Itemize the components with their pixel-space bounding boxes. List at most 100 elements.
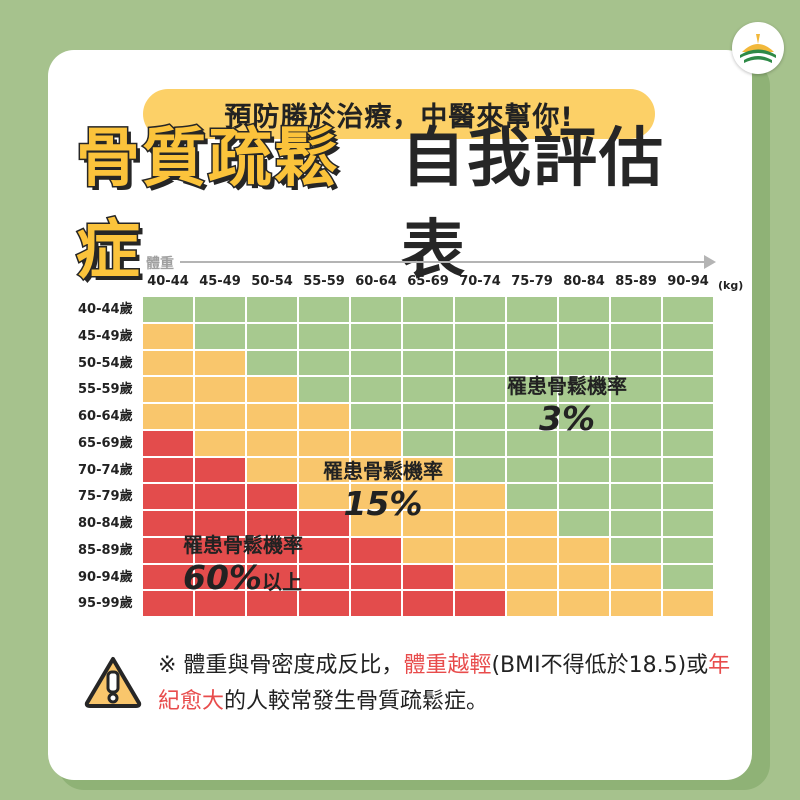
weight-column-label: 90-94 [667, 274, 709, 289]
age-row-label: 45-49歲 [78, 328, 133, 344]
risk-cell-low [298, 349, 350, 377]
risk-cell-mid [454, 483, 506, 510]
risk-cell-mid [194, 376, 246, 403]
age-row-label: 70-74歲 [78, 462, 133, 478]
footnote-part3: 的人較常發生骨質疏鬆症。 [224, 689, 489, 714]
risk-cell-mid [194, 349, 246, 377]
risk-cell-low [298, 376, 350, 403]
age-row-label: 65-69歲 [78, 435, 133, 451]
risk-cell-mid [662, 590, 714, 617]
risk-cell-low [506, 349, 558, 377]
risk-cell-low [350, 376, 402, 403]
risk-cell-low [610, 456, 662, 484]
risk-cell-mid [298, 456, 350, 484]
age-row-label: 90-94歲 [78, 569, 133, 585]
risk-cell-mid [350, 510, 402, 537]
risk-cell-low [246, 296, 298, 323]
page-title: 骨質疏鬆症 自我評估表 [75, 121, 726, 290]
risk-cell-low [662, 322, 714, 350]
mid-risk-caption: 罹患骨鬆機率 [323, 459, 443, 483]
risk-cell-low [298, 322, 350, 350]
risk-cell-mid [142, 403, 194, 430]
weight-axis-title: 體重 [146, 256, 174, 272]
risk-cell-low [246, 322, 298, 350]
risk-cell-mid [506, 510, 558, 537]
risk-cell-mid [350, 456, 402, 484]
risk-cell-low [558, 296, 610, 323]
risk-cell-high [194, 563, 246, 591]
age-row-label: 80-84歲 [78, 516, 133, 531]
risk-cell-low [558, 376, 610, 403]
mid-risk-value: 15% [343, 484, 423, 523]
risk-cell-high [246, 563, 298, 591]
risk-cell-low [298, 296, 350, 323]
age-row-label: 55-59歲 [78, 382, 133, 398]
risk-cell-low [454, 376, 506, 403]
risk-cell-mid [194, 429, 246, 457]
risk-cell-mid [558, 563, 610, 591]
weight-axis-arrowhead [704, 255, 716, 269]
risk-cell-low [610, 403, 662, 430]
low-risk-caption: 罹患骨鬆機率 [507, 374, 627, 398]
age-row-label: 40-44歲 [78, 302, 133, 317]
risk-cell-high [194, 483, 246, 510]
risk-cell-mid [142, 376, 194, 403]
risk-cell-mid [402, 483, 454, 510]
risk-cell-low [662, 349, 714, 377]
risk-cell-high [142, 563, 194, 591]
agency-logo-icon [732, 22, 784, 74]
risk-cell-mid [506, 590, 558, 617]
risk-cell-high [350, 563, 402, 591]
risk-cell-mid [350, 429, 402, 457]
weight-unit: (kg) [718, 279, 744, 292]
weight-column-label: 45-49 [199, 274, 241, 289]
risk-cell-low [454, 296, 506, 323]
risk-cell-low [558, 456, 610, 484]
risk-cell-high [454, 590, 506, 617]
footnote-highlight-age: 年紀愈大 [158, 653, 731, 714]
risk-cell-low [454, 322, 506, 350]
risk-cell-low [402, 403, 454, 430]
risk-cell-high [298, 590, 350, 617]
risk-cell-low [610, 429, 662, 457]
risk-cell-high [298, 563, 350, 591]
risk-cell-low [662, 429, 714, 457]
weight-column-label: 75-79 [511, 274, 553, 289]
risk-cell-high [402, 590, 454, 617]
risk-cell-mid [298, 403, 350, 430]
risk-cell-low [454, 349, 506, 377]
risk-cell-high [194, 590, 246, 617]
risk-cell-low [558, 349, 610, 377]
risk-cell-low [558, 483, 610, 510]
high-risk-label: 罹患骨鬆機率 60%以上 [183, 529, 343, 597]
high-risk-value: 60% [183, 558, 262, 597]
age-row-label: 75-79歲 [78, 489, 133, 505]
risk-cell-low [610, 376, 662, 403]
footnote-part1: ※ 體重與骨密度成反比， [158, 653, 404, 678]
risk-cell-high [142, 429, 194, 457]
subtitle-banner: 預防勝於治療，中醫來幫你! [143, 89, 655, 139]
risk-cell-high [246, 483, 298, 510]
risk-cell-high [194, 536, 246, 564]
age-row-label: 95-99歲 [78, 596, 133, 612]
risk-cell-low [610, 510, 662, 537]
risk-cell-low [402, 349, 454, 377]
risk-cell-high [142, 510, 194, 537]
risk-cell-mid [610, 563, 662, 591]
risk-cell-mid [610, 590, 662, 617]
risk-cell-low [558, 510, 610, 537]
risk-cell-low [662, 563, 714, 591]
risk-cell-mid [246, 376, 298, 403]
risk-cell-low [610, 296, 662, 323]
mid-risk-label: 罹患骨鬆機率 15% [313, 455, 453, 523]
weight-column-label: 70-74 [459, 274, 501, 289]
risk-cell-low [662, 536, 714, 564]
risk-cell-mid [454, 536, 506, 564]
risk-cell-mid [350, 483, 402, 510]
risk-cell-mid [142, 349, 194, 377]
risk-cell-mid [558, 590, 610, 617]
risk-cell-low [454, 456, 506, 484]
risk-cell-low [558, 322, 610, 350]
risk-cell-high [350, 536, 402, 564]
risk-cell-mid [142, 322, 194, 350]
